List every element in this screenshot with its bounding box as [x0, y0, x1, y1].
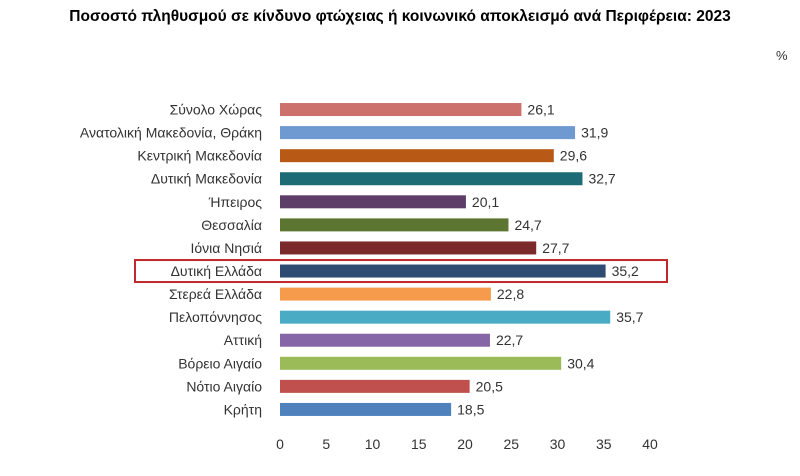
value-label: 22,7 — [496, 332, 523, 348]
value-label: 30,4 — [567, 355, 594, 371]
bar — [280, 218, 509, 232]
category-label: Ήπειρος — [208, 194, 262, 210]
highlight-box — [134, 259, 668, 284]
x-tick-label: 0 — [276, 436, 284, 452]
x-tick-label: 30 — [550, 436, 566, 452]
value-label: 27,7 — [542, 240, 569, 256]
chart-title: Ποσοστό πληθυσμού σε κίνδυνο φτώχειας ή … — [69, 8, 731, 25]
value-label: 35,7 — [616, 309, 643, 325]
category-label: Δυτική Ελλάδα — [171, 263, 262, 279]
value-label: 35,2 — [612, 263, 639, 279]
bar — [280, 241, 537, 255]
value-label: 20,1 — [472, 194, 499, 210]
x-tick-label: 25 — [503, 436, 519, 452]
bar — [280, 195, 466, 209]
unit-label: % — [776, 48, 788, 63]
bar — [280, 287, 491, 301]
category-label: Ανατολική Μακεδονία, Θράκη — [80, 125, 262, 141]
category-label: Κρήτη — [224, 401, 262, 417]
value-label: 18,5 — [457, 401, 484, 417]
category-label: Στερεά Ελλάδα — [169, 286, 262, 302]
bar — [280, 103, 522, 117]
value-label: 20,5 — [476, 378, 503, 394]
bar — [280, 333, 490, 347]
bar — [280, 356, 562, 370]
bar — [280, 172, 583, 186]
x-tick-label: 40 — [642, 436, 658, 452]
x-tick-label: 35 — [596, 436, 612, 452]
x-tick-label: 20 — [457, 436, 473, 452]
bar — [280, 149, 554, 163]
bar — [280, 379, 470, 393]
x-tick-label: 5 — [322, 436, 330, 452]
category-labels-group: Σύνολο Χώρας Ανατολική Μακεδονία, Θράκη Κε… — [80, 102, 262, 418]
bar — [280, 310, 611, 324]
category-label: Πελοπόννησος — [169, 309, 262, 325]
value-label: 32,7 — [588, 171, 615, 187]
category-label: Δυτική Μακεδονία — [151, 171, 262, 187]
category-label: Αττική — [224, 332, 262, 348]
value-label: 24,7 — [514, 217, 541, 233]
category-label: Σύνολο Χώρας — [170, 102, 263, 118]
bar — [280, 264, 606, 278]
x-axis-ticks-group: 0 5 10 15 20 25 30 35 40 — [276, 436, 658, 452]
x-tick-label: 10 — [365, 436, 381, 452]
category-label: Βόρειο Αιγαίο — [178, 355, 262, 371]
bars-group — [134, 103, 668, 416]
bar — [280, 126, 576, 140]
value-label: 31,9 — [581, 125, 608, 141]
x-tick-label: 15 — [411, 436, 427, 452]
bar — [280, 402, 452, 416]
category-label: Ιόνια Νησιά — [190, 240, 262, 256]
value-label: 29,6 — [560, 148, 587, 164]
value-labels-group: 26,1 31,9 29,632,7 20,1 24,727,7 35,2 22,8 35,7… — [457, 102, 644, 418]
category-label: Νότιο Αιγαίο — [186, 378, 262, 394]
category-label: Κεντρική Μακεδονία — [137, 148, 262, 164]
category-label: Θεσσαλία — [201, 217, 262, 233]
value-label: 26,1 — [527, 102, 554, 118]
value-label: 22,8 — [497, 286, 524, 302]
